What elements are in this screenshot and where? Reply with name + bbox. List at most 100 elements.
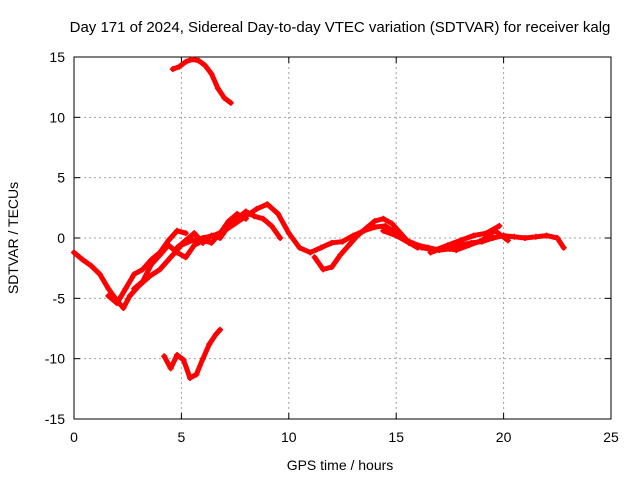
data-point [174,244,181,251]
data-point [189,237,196,244]
data-point [120,304,127,311]
series-arc-lower [161,326,224,381]
data-point [182,58,189,65]
data-point [277,235,284,241]
data-point [169,66,176,73]
y-axis-label: SDTVAR / TECUs [5,182,21,294]
data-point [318,244,325,251]
y-tick-label: 15 [49,49,65,65]
y-tick-label: 5 [57,170,65,186]
data-point [139,266,146,273]
data-point [388,220,395,227]
data-point [113,300,120,307]
data-point [182,230,189,237]
data-point [492,227,499,234]
data-point [296,244,303,251]
y-axis: -15 -10 -5 0 5 10 15 [45,49,611,427]
data-point [275,210,282,217]
data-point [122,285,129,292]
data-point [167,254,174,261]
series-arc-main-2 [105,227,189,307]
data-point [427,249,434,256]
data-point [337,251,344,258]
x-tick-label: 5 [178,429,186,445]
data-point [328,263,335,270]
data-point [479,237,486,244]
data-point [212,331,219,338]
data-point [156,266,163,273]
data-point [532,233,539,240]
data-point [221,95,228,102]
data-point [189,56,196,63]
data-point [96,271,103,278]
series-arc-mid-3 [427,227,511,256]
data-point [227,99,234,106]
series-arc-main-1 [71,201,567,311]
x-tick-label: 0 [70,429,78,445]
data-point [371,224,378,231]
data-point [418,244,425,251]
data-point [191,230,198,237]
data-point [382,222,389,229]
data-point [339,238,346,245]
data-point [554,235,561,241]
data-point [208,232,215,239]
data-point [354,232,361,239]
data-point [131,285,138,292]
data-point [328,239,335,246]
x-axis: 0 5 10 15 20 25 [70,57,619,445]
data-point [380,215,387,222]
data-point [511,233,518,240]
data-point [88,262,95,269]
data-point [504,237,511,244]
data-point [522,235,529,241]
series-line [170,56,234,106]
data-point [167,365,174,372]
data-point [307,249,314,256]
data-point [126,292,133,299]
data-point [393,232,400,239]
data-point [174,227,181,234]
data-point [466,242,473,249]
data-point [560,244,567,251]
series-line [71,201,567,311]
data-point [453,247,460,254]
y-tick-label: 10 [49,109,65,125]
series-line [105,228,189,306]
data-point [174,352,181,359]
data-point [371,218,378,225]
data-point [217,235,224,241]
data-point [161,353,168,360]
data-point [191,242,198,249]
data-point [264,201,271,208]
data-point [105,292,112,299]
data-point [202,62,209,69]
x-tick-label: 10 [281,429,297,445]
series-arc-main-4 [174,208,284,251]
x-tick-label: 20 [496,429,512,445]
data-point [496,222,503,229]
y-tick-label: 0 [57,230,65,246]
data-point [214,85,221,92]
data-point [225,222,232,229]
data-point [320,266,327,273]
y-tick-label: -15 [45,411,65,427]
data-point [406,239,413,246]
data-point [234,215,241,222]
data-point [285,230,292,237]
data-point [242,215,249,222]
y-tick-label: -10 [45,351,65,367]
y-tick-label: -5 [53,290,66,306]
x-tick-label: 15 [388,429,404,445]
data-point [131,271,138,278]
data-point [139,278,146,285]
data-point [345,242,352,249]
data-point [311,254,318,261]
data-point [260,215,267,222]
data-point [199,239,206,246]
data-point [217,326,224,333]
chart-title: Day 171 of 2024, Sidereal Day-to-day VTE… [70,19,611,36]
data-point [363,225,370,232]
data-point [186,374,193,381]
data-point [206,341,213,348]
